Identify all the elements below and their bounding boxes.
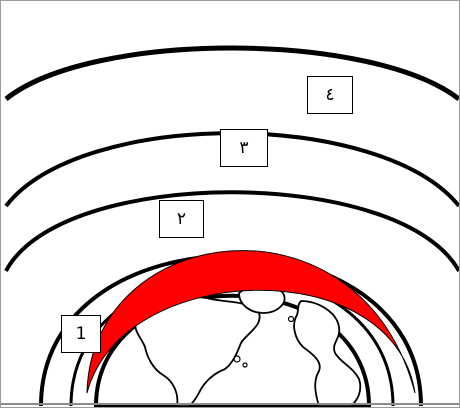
continent-north-america bbox=[134, 296, 261, 407]
layer-2-arc bbox=[4, 190, 459, 272]
earth-globe-icon bbox=[93, 284, 372, 407]
bottom-divider bbox=[1, 403, 459, 405]
island-2 bbox=[242, 362, 248, 368]
island-1 bbox=[233, 355, 241, 363]
highlight-band bbox=[86, 250, 416, 394]
layer-4-arc bbox=[4, 45, 459, 101]
island-3 bbox=[287, 315, 295, 323]
layer-label-2: ٢ bbox=[159, 200, 204, 238]
layer-label-1: 1 bbox=[61, 315, 101, 353]
continent-europe-africa bbox=[293, 300, 362, 407]
layer-label-3: ٣ bbox=[220, 129, 268, 167]
layer-label-4: ٤ bbox=[307, 76, 353, 114]
